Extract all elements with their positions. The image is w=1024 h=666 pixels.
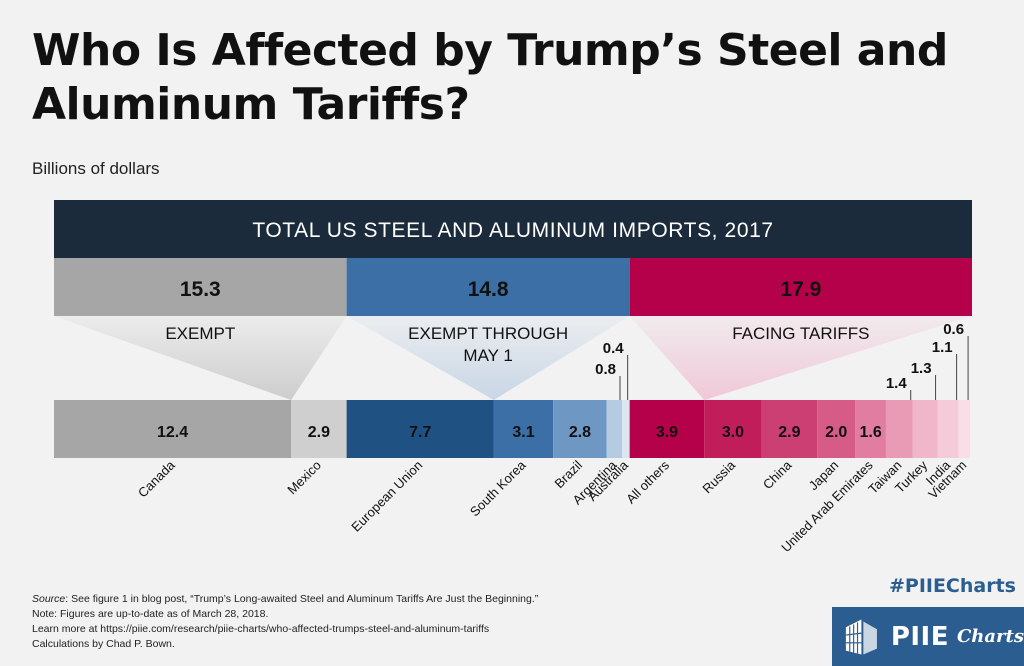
source-label: Source: [32, 593, 66, 605]
piie-building-icon: [845, 619, 877, 654]
group-total-label-0: 15.3: [180, 278, 221, 301]
chart-subtitle: Billions of dollars: [32, 159, 160, 178]
group-label-0-0: EXEMPT: [165, 324, 235, 343]
header-bar: [54, 200, 972, 258]
group-total-label-2: 17.9: [780, 278, 821, 301]
category-label-7: All others: [623, 457, 672, 506]
segment-bar-10: [817, 400, 856, 458]
segment-bar-3: [493, 400, 554, 458]
segment-value-0: 12.4: [157, 424, 188, 441]
segment-value-9: 2.9: [778, 424, 800, 441]
segment-bar-14: [937, 400, 959, 458]
funnel-triangle-0: [54, 316, 347, 400]
category-label-9: China: [760, 457, 795, 492]
category-label-2: European Union: [348, 458, 425, 535]
segment-value-1: 2.9: [308, 424, 330, 441]
group-total-bar-2: [629, 258, 972, 316]
segment-value-2: 7.7: [409, 424, 431, 441]
segment-bar-1: [291, 400, 347, 458]
segment-value-3: 3.1: [512, 424, 534, 441]
group-label-1-0: EXEMPT THROUGH: [408, 324, 568, 343]
source-text: : See figure 1 in blog post, “Trump’s Lo…: [65, 593, 539, 605]
group-total-bar-0: [54, 258, 347, 316]
segment-bar-9: [761, 400, 818, 458]
segment-value-7: 3.9: [656, 424, 678, 441]
category-label-8: Russia: [699, 457, 738, 496]
funnel-triangle-1: [346, 316, 630, 400]
header-title: TOTAL US STEEL AND ALUMINUM IMPORTS, 201…: [252, 219, 773, 242]
segment-value-13: 1.3: [911, 360, 932, 377]
segment-value-12: 1.4: [886, 375, 908, 392]
segment-bar-6: [622, 400, 630, 458]
tariff-chart: TOTAL US STEEL AND ALUMINUM IMPORTS, 201…: [54, 200, 972, 555]
segment-bar-8: [704, 400, 762, 458]
segment-bar-15: [958, 400, 971, 458]
group-label-2-0: FACING TARIFFS: [732, 324, 869, 343]
segment-bar-4: [553, 400, 607, 458]
segment-value-6: 0.4: [603, 340, 625, 357]
segment-value-4: 2.8: [569, 424, 591, 441]
segment-value-15: 0.6: [943, 321, 964, 338]
segment-bar-5: [606, 400, 623, 458]
segment-bar-0: [54, 400, 292, 458]
note-line: Note: Figures are up-to-date as of March…: [32, 608, 269, 620]
segment-value-14: 1.1: [932, 339, 953, 356]
piie-logo: PIIE Charts: [832, 607, 1024, 666]
category-label-1: Mexico: [284, 458, 324, 498]
segment-value-5: 0.8: [595, 361, 616, 378]
hashtag: #PIIECharts: [888, 575, 1016, 597]
segment-bar-13: [912, 400, 938, 458]
group-label-1-1: MAY 1: [463, 346, 512, 365]
category-label-3: South Korea: [467, 457, 529, 519]
segment-value-11: 1.6: [860, 424, 882, 441]
logo-name: PIIE: [890, 621, 949, 652]
segment-bar-11: [855, 400, 886, 458]
group-total-bar-1: [346, 258, 630, 316]
segment-bar-2: [346, 400, 494, 458]
chart-title: Who Is Affected by Trump’s Steel and Alu…: [32, 25, 948, 130]
segment-value-8: 3.0: [722, 424, 744, 441]
learn-more-line: Learn more at https://piie.com/research/…: [32, 623, 490, 635]
logo-sub: Charts: [956, 626, 1024, 647]
segment-bar-7: [629, 400, 705, 458]
segment-value-10: 2.0: [825, 424, 847, 441]
segment-bar-12: [885, 400, 913, 458]
footer: Source: See figure 1 in blog post, “Trum…: [32, 592, 712, 652]
category-label-0: Canada: [135, 457, 178, 500]
group-total-label-1: 14.8: [468, 278, 509, 301]
source-line: Source: See figure 1 in blog post, “Trum…: [32, 592, 712, 607]
funnel-triangle-2: [629, 316, 972, 400]
credit-line: Calculations by Chad P. Bown.: [32, 638, 175, 650]
